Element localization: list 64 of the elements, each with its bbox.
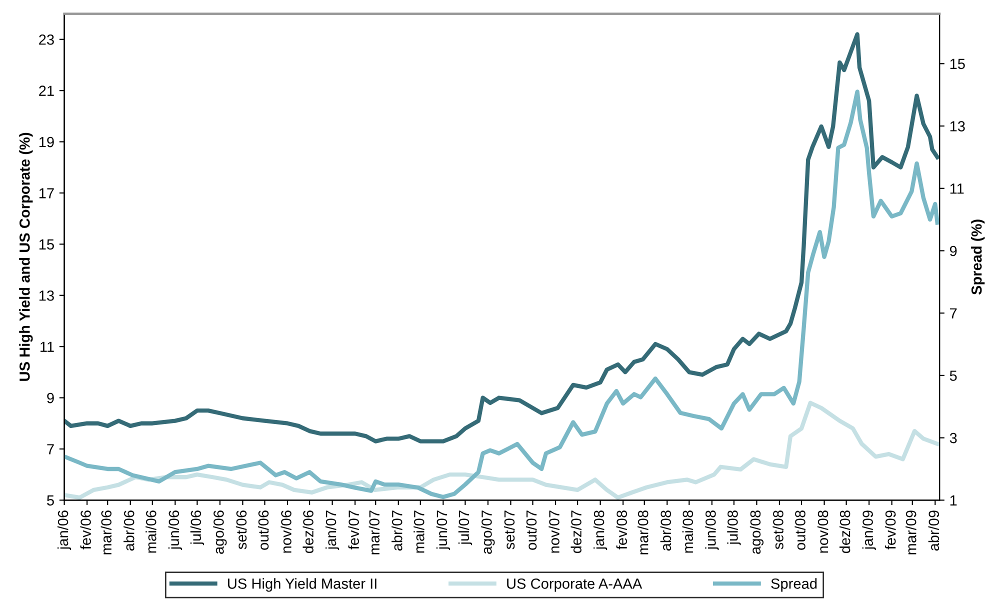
y-tick-label: 21 bbox=[39, 86, 54, 96]
x-tick-label: dez/08 bbox=[840, 510, 850, 554]
y2-tick-label: 1 bbox=[950, 495, 957, 506]
y2-tick-label: 15 bbox=[950, 58, 965, 70]
x-tick-label: jul/07 bbox=[458, 510, 472, 546]
y-tick-label: 7 bbox=[47, 444, 54, 454]
y2-tick-label: 13 bbox=[950, 121, 965, 132]
x-tick-label: abr/06 bbox=[124, 510, 134, 551]
x-tick-label: nov/08 bbox=[817, 510, 828, 553]
x-tick-label: jan/07 bbox=[326, 510, 340, 550]
x-tick-label: out/06 bbox=[258, 510, 269, 550]
x-tick-label: abr/09 bbox=[928, 510, 940, 551]
x-tick-label: jun/07 bbox=[436, 510, 450, 550]
x-tick-label: jun/08 bbox=[705, 510, 719, 550]
legend-label: US High Yield Master II bbox=[228, 578, 376, 592]
x-tick-label: fev/06 bbox=[80, 510, 91, 550]
x-tick-label: jan/06 bbox=[57, 510, 72, 550]
x-tick-label: dez/06 bbox=[302, 510, 314, 554]
x-tick-label: nov/07 bbox=[548, 510, 560, 553]
x-tick-label: jul/06 bbox=[190, 510, 204, 546]
y2-tick-label: 9 bbox=[950, 246, 957, 256]
x-tick-label: dez/07 bbox=[570, 510, 582, 554]
x-tick-label: set/06 bbox=[236, 510, 247, 550]
y-tick-label: 19 bbox=[39, 136, 54, 148]
x-tick-label: mar/06 bbox=[100, 510, 112, 554]
x-tick-label: jun/06 bbox=[168, 510, 182, 550]
y2-tick-label: 11 bbox=[950, 184, 964, 194]
y2-tick-label: 7 bbox=[950, 308, 957, 318]
y-tick-label: 5 bbox=[47, 495, 54, 506]
x-tick-label: mai/08 bbox=[682, 510, 694, 553]
y-tick-label: 13 bbox=[39, 290, 54, 301]
x-tick-label: fev/09 bbox=[885, 510, 896, 550]
y-tick-label: 17 bbox=[39, 188, 54, 198]
x-tick-label: ago/06 bbox=[213, 510, 227, 554]
line-series bbox=[64, 32, 940, 444]
x-tick-label: ago/07 bbox=[481, 510, 495, 554]
x-tick-label: mai/07 bbox=[414, 510, 424, 553]
x-tick-label: fev/08 bbox=[616, 510, 627, 550]
y2-axis-title: Spread (%) bbox=[971, 220, 985, 295]
x-tick-label: mar/09 bbox=[906, 510, 916, 554]
y-tick-label: 9 bbox=[47, 392, 54, 404]
x-tick-label: fev/07 bbox=[348, 510, 359, 550]
x-tick-label: abr/08 bbox=[660, 510, 672, 551]
x-tick-label: set/08 bbox=[772, 510, 784, 550]
x-tick-label: jan/08 bbox=[594, 510, 608, 550]
x-tick-label: abr/07 bbox=[392, 510, 402, 551]
x-tick-label: ago/08 bbox=[750, 510, 764, 554]
x-tick-label: jan/09 bbox=[862, 510, 876, 550]
x-tick-label: out/08 bbox=[794, 510, 806, 550]
x-tick-label: mai/06 bbox=[146, 510, 156, 553]
x-tick-label: nov/06 bbox=[280, 510, 292, 553]
y-tick-label: 23 bbox=[39, 34, 54, 45]
legend-label: US Corporate A-AAA bbox=[507, 578, 642, 592]
y-tick-label: 15 bbox=[39, 239, 54, 250]
x-tick-label: out/07 bbox=[526, 510, 537, 550]
y-tick-label: 11 bbox=[40, 342, 54, 352]
y-axis-title: US High Yield and US Corporate (%) bbox=[19, 132, 33, 381]
x-tick-label: mar/07 bbox=[368, 510, 380, 554]
y2-tick-label: 5 bbox=[950, 370, 957, 381]
legend-label: Spread bbox=[771, 578, 817, 592]
y2-tick-label: 3 bbox=[950, 432, 957, 444]
x-tick-label: jul/08 bbox=[727, 510, 741, 546]
x-tick-label: mar/08 bbox=[638, 510, 648, 554]
x-tick-label: set/07 bbox=[504, 510, 515, 550]
